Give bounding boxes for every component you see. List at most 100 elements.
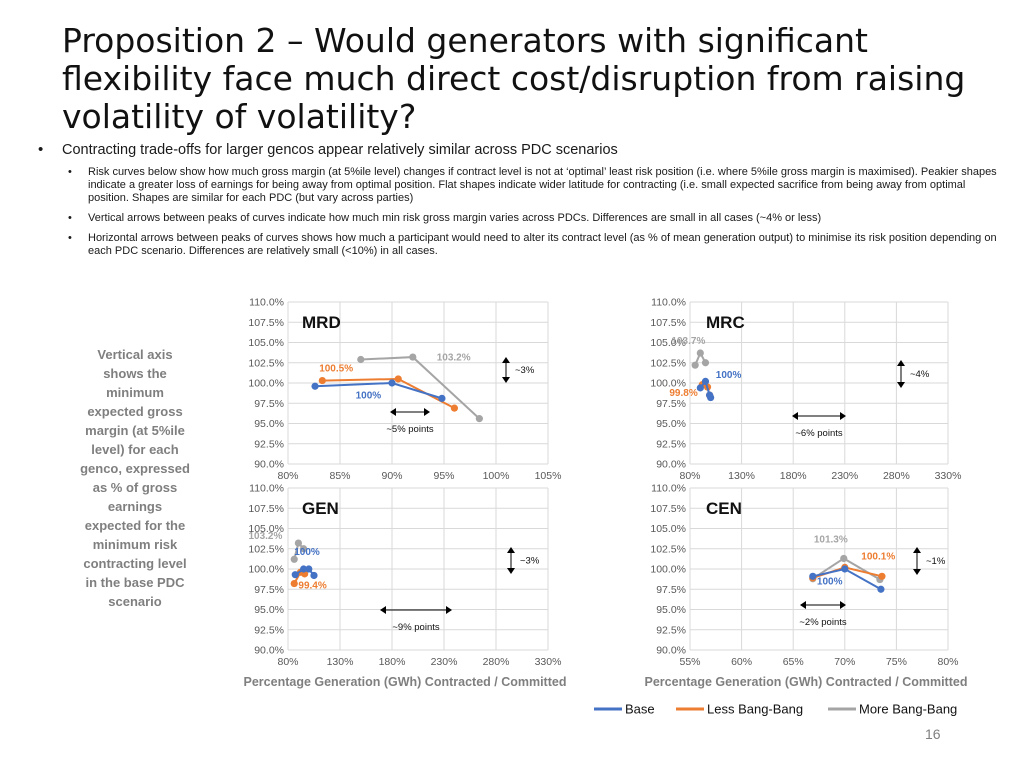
x-tick-label: 85%	[329, 470, 350, 482]
v-arrow-head-down	[913, 569, 921, 575]
h-arrow-head-left	[792, 412, 798, 420]
v-arrow-label: ~1%	[926, 556, 946, 567]
y-tick-label: 105.0%	[650, 523, 686, 535]
x-tick-label: 80%	[277, 656, 298, 668]
y-tick-label: 90.0%	[254, 459, 284, 471]
y-tick-label: 97.5%	[254, 584, 284, 596]
y-tick-label: 105.0%	[650, 337, 686, 349]
y-tick-label: 102.5%	[650, 357, 686, 369]
data-label: 100.1%	[861, 551, 895, 562]
h-arrow-head-right	[840, 412, 846, 420]
side-note: Vertical axis shows the minimum expected…	[80, 347, 190, 609]
data-point	[701, 359, 710, 367]
data-point	[696, 384, 704, 392]
data-label: 99.4%	[298, 580, 326, 591]
y-tick-label: 102.5%	[248, 357, 284, 369]
x-tick-label: 230%	[431, 656, 458, 668]
data-point	[300, 545, 308, 553]
h-arrow-head-right	[446, 606, 452, 614]
y-tick-label: 95.0%	[656, 418, 686, 430]
y-tick-label: 92.5%	[656, 438, 686, 450]
data-point	[291, 571, 299, 579]
data-label: 103.7%	[671, 336, 705, 347]
v-arrow-head-down	[507, 568, 515, 574]
data-point	[310, 571, 318, 580]
data-label: 100.5%	[319, 364, 353, 375]
chart-cen: 90.0% 92.5% 95.0% 97.5% 100.0% 102.5% 105.0% 10…	[650, 483, 958, 669]
y-tick-label: 100.0%	[248, 378, 284, 390]
chart-title: MRD	[302, 313, 341, 332]
y-tick-label: 105.0%	[248, 337, 284, 349]
h-arrow-head-right	[840, 601, 846, 609]
x-tick-label: 55%	[679, 656, 700, 668]
data-point	[388, 379, 396, 387]
h-arrow-label: ~2% points	[799, 617, 847, 628]
x-tick-label: 230%	[831, 470, 858, 482]
x-tick-label: 280%	[483, 656, 510, 668]
slide-title: Proposition 2 – Would generators with si…	[62, 21, 966, 136]
y-tick-label: 92.5%	[656, 624, 686, 636]
legend: Base Less Bang-Bang More Bang-Bang	[594, 702, 957, 717]
y-tick-label: 102.5%	[248, 543, 284, 555]
data-point	[878, 572, 886, 580]
chart-mrc: 90.0%92.5%95.0%97.5%100.0%102.5%105.0%10…	[650, 297, 961, 483]
y-tick-label: 97.5%	[656, 584, 686, 596]
sub-bullet-2: Vertical arrows between peaks of curves …	[68, 212, 998, 225]
v-arrow-head-down	[897, 382, 905, 388]
y-tick-label: 105.0%	[248, 523, 284, 535]
legend-label: Base	[625, 702, 655, 717]
data-point	[318, 376, 326, 385]
x-tick-label: 330%	[935, 470, 962, 482]
data-point	[394, 375, 402, 383]
data-point	[450, 404, 458, 412]
data-label: 99.8%	[669, 388, 697, 399]
h-arrow-head-left	[800, 601, 806, 609]
data-point	[290, 579, 298, 588]
bullet-main: Contracting trade-offs for larger gencos…	[38, 141, 998, 158]
data-label: 100%	[356, 390, 382, 401]
y-tick-label: 92.5%	[254, 624, 284, 636]
y-tick-label: 100.0%	[650, 564, 686, 576]
y-tick-label: 102.5%	[650, 543, 686, 555]
y-tick-label: 100.0%	[650, 378, 686, 390]
y-tick-label: 97.5%	[656, 398, 686, 410]
y-tick-label: 110.0%	[249, 297, 284, 309]
v-arrow-head-down	[502, 377, 510, 383]
y-tick-label: 90.0%	[254, 645, 284, 657]
data-point	[707, 393, 715, 402]
x-tick-label: 130%	[327, 656, 354, 668]
x-tick-label: 70%	[834, 656, 855, 668]
x-axis-caption: Percentage Generation (GWh) Contracted /…	[244, 675, 567, 689]
y-tick-label: 110.0%	[651, 297, 686, 309]
data-point	[691, 361, 699, 369]
chart-title: CEN	[706, 499, 742, 518]
data-point	[841, 565, 849, 573]
series-line	[360, 356, 481, 420]
y-tick-label: 100.0%	[248, 564, 284, 576]
data-point	[475, 415, 483, 423]
x-tick-label: 80%	[937, 656, 958, 668]
h-arrow-label: ~9% points	[392, 622, 440, 633]
y-tick-label: 107.5%	[248, 503, 284, 515]
x-tick-label: 95%	[433, 470, 454, 482]
v-arrow-head-up	[913, 547, 921, 553]
chart-title: GEN	[302, 499, 339, 518]
v-arrow-head-up	[507, 547, 515, 553]
y-tick-label: 90.0%	[656, 645, 686, 657]
x-tick-label: 90%	[381, 470, 402, 482]
data-point	[409, 353, 417, 361]
sub-bullet-1: Risk curves below show how much gross ma…	[68, 166, 998, 205]
h-arrow-label: ~5% points	[386, 424, 434, 435]
x-tick-label: 130%	[728, 470, 755, 482]
x-tick-label: 80%	[277, 470, 298, 482]
legend-label: Less Bang-Bang	[707, 702, 803, 717]
chart-mrd: 90.0% 92.5% 95.0% 97.5% 100.0% 102.5% 105.0% 10…	[248, 297, 561, 483]
y-tick-label: 107.5%	[650, 317, 686, 329]
v-arrow-label: ~3%	[520, 556, 540, 567]
data-point	[305, 565, 313, 573]
y-tick-label: 92.5%	[254, 438, 284, 450]
data-point	[290, 555, 298, 563]
x-tick-label: 60%	[731, 656, 752, 668]
page-number: 16	[925, 726, 941, 742]
